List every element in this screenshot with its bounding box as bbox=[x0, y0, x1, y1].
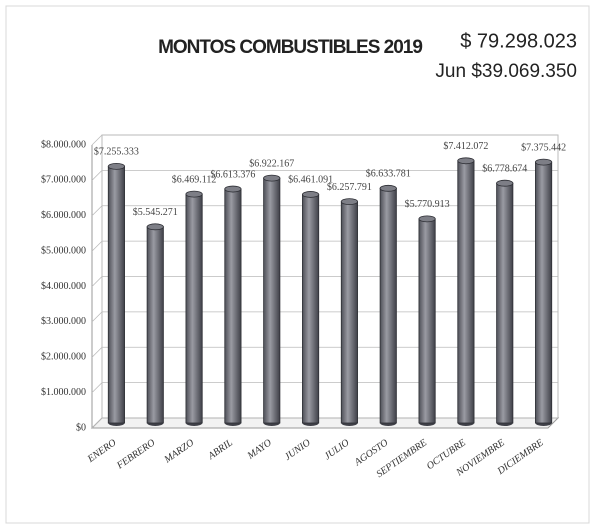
bar bbox=[418, 218, 436, 424]
bar-cap bbox=[146, 223, 164, 231]
bar-cap bbox=[224, 185, 242, 193]
bar-cap bbox=[457, 157, 475, 165]
value-label: $6.469.112 bbox=[172, 174, 217, 185]
bar bbox=[146, 226, 164, 424]
value-label: $5.545.271 bbox=[133, 207, 178, 218]
value-label: $6.778.674 bbox=[482, 164, 527, 175]
bar bbox=[107, 165, 125, 424]
grid-line bbox=[91, 205, 558, 217]
bar-cap bbox=[418, 215, 436, 223]
bar bbox=[535, 161, 553, 424]
bar bbox=[379, 187, 397, 424]
value-label: $6.257.791 bbox=[327, 182, 372, 193]
bar-cap bbox=[379, 184, 397, 192]
bar bbox=[340, 201, 358, 424]
grid-line bbox=[91, 134, 558, 146]
grid-line bbox=[91, 311, 558, 323]
grid-line bbox=[91, 346, 558, 358]
y-tick-label: $7.000.000 bbox=[41, 175, 86, 186]
grid-line bbox=[91, 382, 558, 393]
bar bbox=[185, 193, 203, 424]
value-label: $6.613.376 bbox=[210, 169, 255, 180]
bar-cap bbox=[340, 198, 358, 206]
value-label: $6.461.091 bbox=[288, 175, 333, 186]
bar-cap bbox=[535, 158, 553, 166]
bar-cap bbox=[496, 179, 514, 187]
total-annotation: $ 79.298.023 bbox=[460, 30, 577, 52]
grid-line bbox=[91, 169, 558, 181]
value-label: $6.633.781 bbox=[366, 169, 411, 180]
chart-frame bbox=[5, 5, 590, 524]
june-annotation: Jun $39.069.350 bbox=[435, 61, 577, 82]
y-tick-label: $8.000.000 bbox=[41, 139, 86, 150]
y-tick-label: $2.000.000 bbox=[41, 352, 86, 363]
bar bbox=[302, 194, 320, 424]
y-tick-label: $4.000.000 bbox=[41, 281, 86, 292]
y-tick-label: $1.000.000 bbox=[41, 387, 86, 398]
bar-cap bbox=[107, 162, 125, 170]
bar bbox=[224, 188, 242, 424]
y-tick-label: $6.000.000 bbox=[41, 210, 86, 221]
value-label: $7.255.333 bbox=[94, 147, 139, 158]
y-tick-label: $3.000.000 bbox=[41, 316, 86, 327]
value-label: $6.922.167 bbox=[249, 158, 294, 169]
bar bbox=[457, 160, 475, 424]
grid-line bbox=[91, 240, 558, 252]
bar bbox=[496, 182, 514, 424]
bar bbox=[263, 177, 281, 424]
value-label: $7.412.072 bbox=[443, 141, 488, 152]
grid-line bbox=[91, 417, 558, 429]
chart-title: MONTOS COMBUSTIBLES 2019 bbox=[158, 37, 422, 58]
bar-cap bbox=[185, 190, 203, 198]
y-tick-label: $5.000.000 bbox=[41, 245, 86, 256]
bar-cap bbox=[263, 174, 281, 182]
grid-line bbox=[91, 276, 558, 287]
value-label: $7.375.442 bbox=[521, 142, 566, 153]
value-label: $5.770.913 bbox=[405, 199, 450, 210]
bar-cap bbox=[302, 191, 320, 198]
y-tick-label: $0 bbox=[76, 422, 86, 433]
